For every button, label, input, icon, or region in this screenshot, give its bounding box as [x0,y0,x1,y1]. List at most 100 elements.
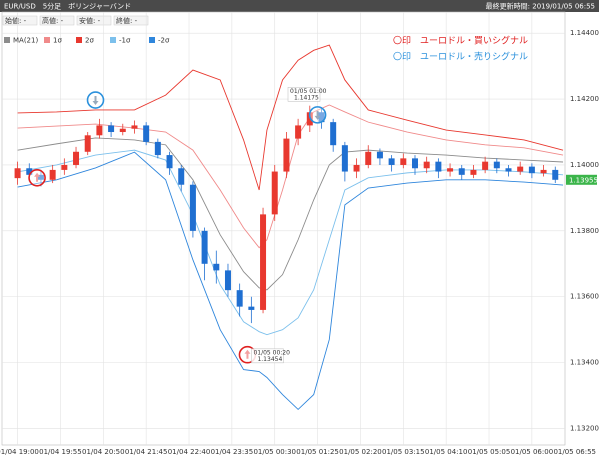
candle-body [283,138,290,172]
tooltip-time: 01/05 00:20 [253,349,290,356]
last-price-label: 1.13955 [569,176,598,184]
field-box [76,15,112,26]
candle-body [493,161,500,169]
tooltip-box [287,87,321,102]
field-box [39,15,75,26]
candle-body [376,151,383,159]
signal-arrow [314,110,321,120]
candle-body [411,158,418,169]
header-bar [0,0,599,12]
candle-body [189,184,196,231]
y-tick-label: 1.14000 [570,161,599,169]
tooltip-time: 01/05 01:00 [290,88,327,95]
candle-body [388,158,395,165]
x-tick-label: 01/04 19:55 [39,448,82,456]
plot-area [1,11,566,446]
candle-body [96,125,103,136]
x-tick-label: 01/05 06:55 [553,448,596,456]
candle-body [318,112,325,123]
signal-arrow [34,172,41,182]
candle-body [295,125,302,139]
candle-body [61,164,68,170]
signal-legend: 〇印 ユーロドル・売りシグナル [393,51,528,63]
field-label: 高値: - [42,16,64,25]
candle-body [248,306,255,310]
last-price-tag [566,174,597,185]
candle-body [213,263,220,271]
legend-label: 2σ [85,37,94,45]
field-box [2,15,38,26]
signal-arrow [92,96,99,106]
candle-body [37,174,44,180]
x-tick-label: 01/04 23:35 [211,448,254,456]
candle-body [552,169,559,180]
candle-body [517,166,524,172]
candle-body [119,128,126,133]
x-tick-label: 01/05 00:30 [253,448,296,456]
tooltip-price: 1.14175 [294,94,319,101]
candle-body [365,151,372,165]
x-tick-label: 01/05 06:00 [511,448,554,456]
x-tick-label: 01/05 05:05 [468,448,511,456]
y-tick-label: 1.14200 [570,95,599,103]
candle-body [224,270,231,291]
field-box [113,15,149,26]
candle-body [84,135,91,152]
x-tick-label: 01/04 20:50 [82,448,125,456]
candle-body [400,158,407,165]
candle-body [423,161,430,169]
candle-body [482,161,489,170]
band-line [17,44,564,191]
x-tick-label: 01/04 22:40 [168,448,211,456]
candle-body [73,151,80,165]
y-tick-label: 1.13800 [570,227,599,235]
legend-swatch [76,37,82,43]
candle-body [330,122,337,146]
legend-label: -2σ [158,37,170,45]
legend-label: MA(21) [13,37,38,45]
candle-body [505,168,512,172]
y-tick-label: 1.13200 [570,425,599,433]
tooltip-price: 1.13454 [257,356,282,363]
x-tick-label: 01/04 21:45 [125,448,168,456]
y-tick-label: 1.13400 [570,359,599,367]
band-line [17,149,564,336]
candle-body [236,290,243,307]
x-tick-label: 01/05 04:10 [425,448,468,456]
candle-body [143,125,150,142]
candle-body [131,125,138,129]
candle-body [435,161,442,172]
candle-body [271,171,278,215]
candle-body [470,169,477,175]
legend-swatch [44,37,50,43]
candle-body [166,155,173,169]
header-updated: 最終更新時間: 2019/01/05 06:55 [486,2,595,11]
header-title: EUR/USD 5分足 ボリンジャーバンド [4,2,131,11]
candle-body [201,230,208,264]
candle-body [353,164,360,172]
x-tick-label: 01/05 01:25 [296,448,339,456]
candle-body [458,168,465,175]
candle-body [108,125,115,133]
field-label: 始値: - [5,16,27,25]
legend-label: 1σ [53,37,62,45]
field-label: 安値: - [79,16,101,25]
x-tick-label: 01/04 19:00 [0,448,39,456]
signal-arrow [244,349,251,359]
signal-legend: 〇印 ユーロドル・買いシグナル [393,35,528,47]
y-tick-label: 1.14400 [570,29,599,37]
legend-label: -1σ [119,37,131,45]
y-tick-label: 1.13600 [570,293,599,301]
legend-swatch [110,37,116,43]
legend-swatch [4,37,10,43]
candle-body [447,168,454,172]
x-tick-label: 01/05 03:15 [382,448,425,456]
legend-swatch [149,37,155,43]
field-label: 終値: - [116,16,138,25]
candle-body [154,141,161,156]
candle-body [341,145,348,172]
candle-body [540,169,547,174]
candle-body [26,168,33,175]
